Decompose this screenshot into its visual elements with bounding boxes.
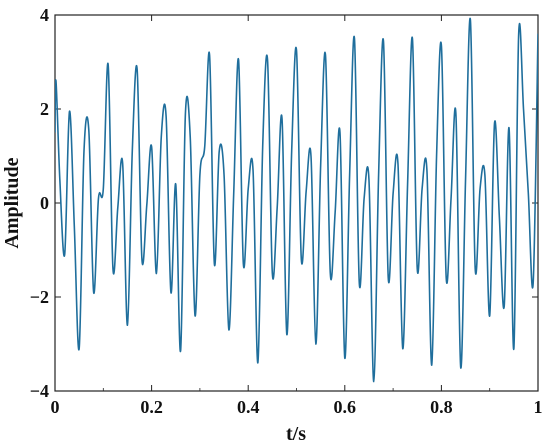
x-tick-label: 0.4 — [237, 397, 260, 417]
x-tick-label: 0.6 — [334, 397, 357, 417]
x-tick-label: 0 — [51, 397, 60, 417]
x-axis-label: t/s — [286, 423, 306, 445]
y-tick-label: 2 — [40, 99, 49, 119]
y-tick-label: 4 — [40, 5, 49, 25]
data-layer — [55, 17, 538, 383]
tick-labels: 0 0.2 0.4 0.6 0.8 1 −4 −2 0 2 4 — [30, 5, 543, 417]
y-tick-label: 0 — [40, 193, 49, 213]
y-tick-label: −2 — [30, 287, 49, 307]
y-tick-label: −4 — [30, 381, 49, 401]
y-axis-label: Amplitude — [1, 157, 23, 248]
x-tick-label: 0.8 — [430, 397, 453, 417]
x-tick-label: 1 — [534, 397, 543, 417]
x-tick-label: 0.2 — [140, 397, 163, 417]
series-line-0 — [55, 17, 538, 383]
